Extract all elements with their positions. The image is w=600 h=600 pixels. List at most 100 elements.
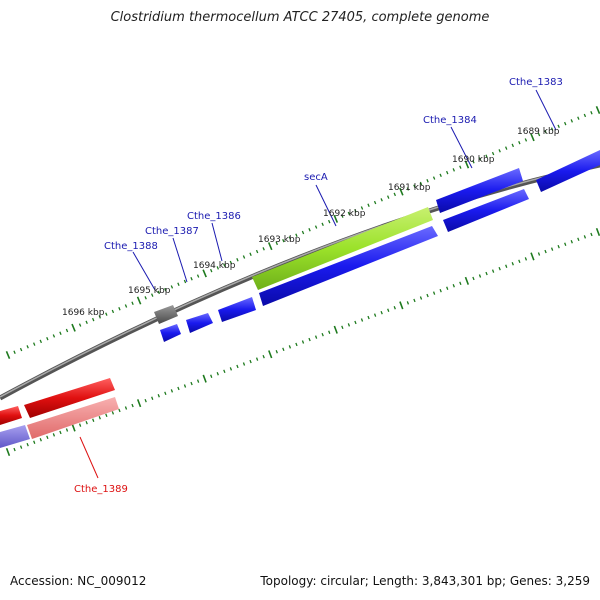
gene-cthe-1388[interactable] <box>154 305 178 324</box>
gene-inner-1384[interactable] <box>443 189 529 232</box>
minor-tick <box>210 374 213 378</box>
minor-tick <box>255 249 259 254</box>
minor-tick <box>105 312 108 316</box>
minor-tick <box>577 237 580 242</box>
minor-tick <box>157 394 160 398</box>
minor-tick <box>229 367 233 371</box>
minor-tick <box>131 403 134 408</box>
minor-tick <box>544 130 547 134</box>
minor-tick <box>590 232 593 237</box>
minor-tick <box>157 290 160 295</box>
gene-label-cthe-1389[interactable]: Cthe_1389 <box>74 484 128 495</box>
gene-label-cthe-1388[interactable]: Cthe_1388 <box>104 241 158 252</box>
gene-label-cthe-1387[interactable]: Cthe_1387 <box>145 226 199 237</box>
minor-tick <box>39 438 42 442</box>
minor-tick <box>13 350 16 355</box>
minor-tick <box>26 345 29 349</box>
gene-label-cthe-1383[interactable]: Cthe_1383 <box>509 77 563 88</box>
minor-tick <box>380 310 383 315</box>
minor-tick <box>124 406 128 410</box>
gene-inner-1387[interactable] <box>186 313 213 333</box>
major-tick <box>399 301 404 310</box>
gene-inner-seca[interactable] <box>259 226 438 306</box>
minor-tick <box>511 262 514 266</box>
minor-tick <box>373 313 377 317</box>
minor-tick <box>308 228 311 232</box>
minor-tick <box>321 332 324 337</box>
minor-tick <box>301 340 305 344</box>
gene-inner-1389[interactable] <box>27 397 119 439</box>
minor-tick <box>590 110 593 115</box>
minor-tick <box>249 252 252 257</box>
minor-tick <box>446 286 449 290</box>
minor-tick <box>577 116 580 120</box>
minor-tick <box>111 309 115 314</box>
minor-tick <box>223 369 226 374</box>
minor-tick <box>518 259 521 264</box>
kbp-label: 1695 kbp <box>128 286 171 296</box>
minor-tick <box>373 200 377 205</box>
genome-summary-text: Topology: circular; Length: 3,843,301 bp… <box>260 574 590 588</box>
minor-tick <box>255 357 259 361</box>
minor-tick <box>52 334 56 338</box>
major-tick <box>5 447 11 457</box>
kbp-label: 1694 kbp <box>193 261 236 271</box>
minor-tick <box>387 195 390 199</box>
minor-tick <box>111 411 115 415</box>
gene-seca[interactable] <box>252 207 433 290</box>
minor-tick <box>118 306 121 311</box>
gene-inner-1386[interactable] <box>218 297 256 322</box>
minor-tick <box>236 257 239 262</box>
gene-cthe-1384[interactable] <box>436 168 523 213</box>
gene-cthe-1383[interactable] <box>536 150 600 192</box>
minor-tick <box>46 435 49 440</box>
minor-tick <box>242 362 246 366</box>
gene-inner-1388[interactable] <box>160 324 181 342</box>
gene-fragment-left-red[interactable] <box>0 406 22 425</box>
minor-tick <box>131 301 134 306</box>
minor-tick <box>432 176 436 180</box>
minor-tick <box>498 149 501 153</box>
gene-label-seca[interactable]: secA <box>304 172 328 183</box>
gene-label-cthe-1384[interactable]: Cthe_1384 <box>423 115 477 126</box>
minor-tick <box>92 317 95 322</box>
minor-tick <box>124 304 128 308</box>
minor-tick <box>564 242 567 246</box>
minor-tick <box>524 257 528 261</box>
major-tick <box>464 276 470 285</box>
minor-tick <box>65 328 69 333</box>
minor-tick <box>262 354 265 359</box>
map-title: Clostridium thermocellum ATCC 27405, com… <box>110 10 490 25</box>
minor-tick <box>419 296 423 300</box>
minor-tick <box>216 266 219 270</box>
minor-tick <box>223 263 226 267</box>
minor-tick <box>387 308 390 312</box>
major-tick <box>136 399 142 408</box>
minor-tick <box>393 192 396 197</box>
minor-tick <box>393 306 396 310</box>
minor-tick <box>472 159 475 164</box>
major-tick <box>202 374 207 383</box>
minor-tick <box>190 277 193 281</box>
minor-tick <box>275 241 278 246</box>
minor-tick <box>26 442 29 447</box>
gene-inner-left-rna[interactable] <box>0 425 30 448</box>
gene-cthe-1389[interactable] <box>24 378 115 418</box>
major-tick <box>530 133 535 142</box>
minor-tick <box>439 173 442 178</box>
minor-tick <box>459 165 462 169</box>
kbp-label: 1689 kbp <box>517 127 560 137</box>
minor-tick <box>59 430 62 435</box>
major-tick <box>71 423 76 432</box>
minor-tick <box>452 168 455 172</box>
minor-tick <box>406 301 410 305</box>
genome-backbone <box>0 162 600 401</box>
minor-tick <box>151 396 154 400</box>
minor-tick <box>177 386 180 391</box>
gene-label-cthe-1386[interactable]: Cthe_1386 <box>187 211 241 222</box>
minor-tick <box>511 143 514 148</box>
tick-track-outer <box>5 105 600 360</box>
kbp-label: 1693 kbp <box>258 235 301 245</box>
position-labels: 1689 kbp 1690 kbp 1691 kbp 1692 kbp 1693… <box>62 127 560 318</box>
